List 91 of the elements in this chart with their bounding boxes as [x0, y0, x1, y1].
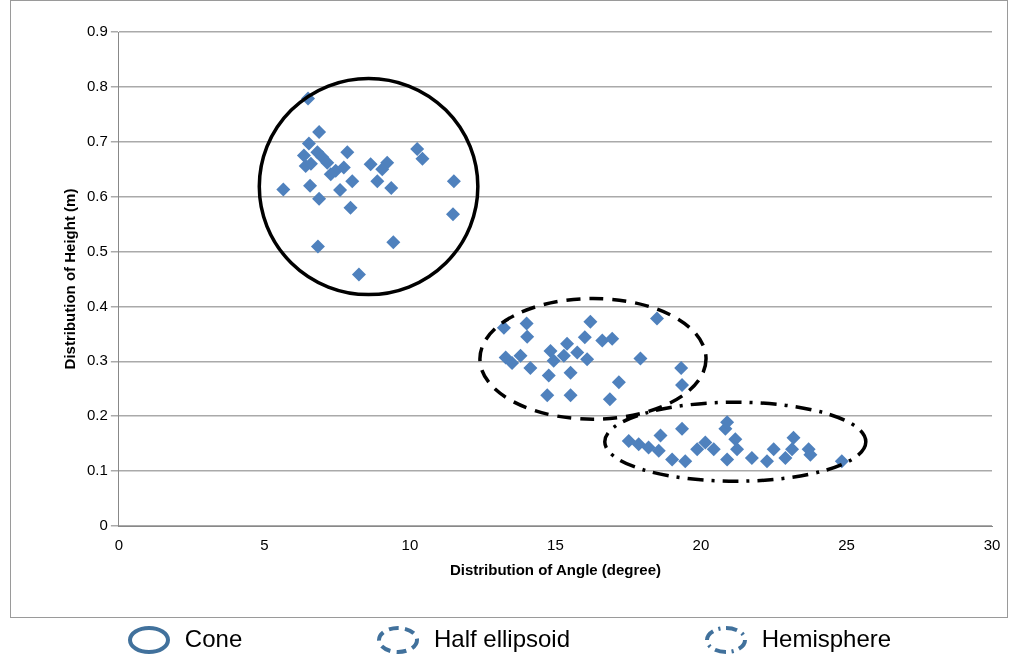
y-tick-label: 0.7	[86, 131, 108, 149]
point	[384, 180, 399, 195]
point	[653, 428, 668, 443]
point	[445, 207, 460, 222]
point	[778, 450, 793, 465]
point	[303, 178, 318, 193]
point	[546, 353, 561, 368]
point	[563, 365, 578, 380]
x-tick-label: 20	[692, 536, 710, 554]
x-axis-title: Distribution of Angle (degree)	[449, 561, 661, 579]
text: Hemisphere	[761, 625, 892, 653]
point	[698, 435, 713, 450]
point	[631, 437, 646, 452]
x-tick-label: 30	[983, 536, 1001, 554]
point	[519, 316, 534, 331]
point	[523, 360, 538, 375]
point	[621, 433, 636, 448]
y-tick-label: 0.9	[86, 22, 108, 40]
point	[520, 329, 535, 344]
y-tick-label: 0.3	[86, 351, 108, 369]
point	[541, 368, 556, 383]
point	[690, 442, 705, 457]
point	[786, 430, 801, 445]
point	[345, 174, 360, 189]
point	[312, 124, 327, 139]
point	[340, 145, 355, 160]
point	[728, 432, 743, 447]
point	[560, 336, 575, 351]
point	[605, 331, 620, 346]
point	[766, 442, 781, 457]
point	[276, 182, 291, 197]
y-tick-label: 0.4	[86, 296, 108, 314]
point	[543, 343, 558, 358]
point	[730, 442, 745, 457]
point	[446, 174, 461, 189]
point	[577, 330, 592, 345]
text: Cone	[184, 625, 243, 653]
point	[310, 239, 325, 254]
point	[296, 148, 311, 163]
point	[320, 155, 335, 170]
point	[583, 314, 598, 329]
x-tick-label: 15	[547, 536, 564, 554]
point	[301, 136, 316, 151]
x-tick-label: 5	[260, 536, 269, 554]
point	[410, 141, 425, 156]
point	[675, 377, 690, 392]
y-tick-label: 0.8	[86, 77, 108, 95]
point	[665, 452, 680, 467]
point	[496, 320, 511, 335]
y-tick-label: 0.6	[86, 186, 108, 204]
point	[570, 345, 585, 360]
point	[343, 200, 358, 215]
x-tick-label: 10	[401, 536, 419, 554]
y-tick-label: 0.5	[86, 241, 108, 259]
point	[651, 443, 666, 458]
point	[785, 442, 800, 457]
point	[556, 348, 571, 363]
y-axis-title: Distribution of Height (m)	[61, 188, 79, 370]
point	[744, 450, 759, 465]
point	[505, 355, 520, 370]
point	[540, 388, 555, 403]
x-tick-label: 0	[114, 536, 124, 554]
point	[602, 392, 617, 407]
point	[312, 191, 327, 206]
point	[370, 174, 385, 189]
point	[336, 160, 351, 175]
point	[351, 267, 366, 282]
point	[595, 333, 610, 348]
point	[641, 440, 656, 455]
point	[706, 442, 721, 457]
point	[415, 151, 430, 166]
point	[580, 352, 595, 367]
y-tick-label: 0	[99, 516, 108, 534]
point	[611, 375, 626, 390]
point	[720, 452, 735, 467]
point	[678, 454, 693, 469]
point	[674, 360, 689, 375]
point	[650, 311, 664, 326]
point	[760, 454, 775, 469]
point	[375, 162, 390, 177]
point	[513, 348, 528, 363]
point	[563, 388, 578, 403]
y-tick-label: 0.2	[86, 406, 108, 424]
point	[333, 183, 348, 198]
point	[633, 351, 648, 366]
y-tick-label: 0.1	[86, 461, 108, 479]
point	[675, 421, 690, 436]
point	[363, 157, 378, 172]
text: Half ellipsoid	[433, 625, 571, 653]
x-tick-label: 25	[838, 536, 855, 554]
point	[386, 235, 401, 250]
